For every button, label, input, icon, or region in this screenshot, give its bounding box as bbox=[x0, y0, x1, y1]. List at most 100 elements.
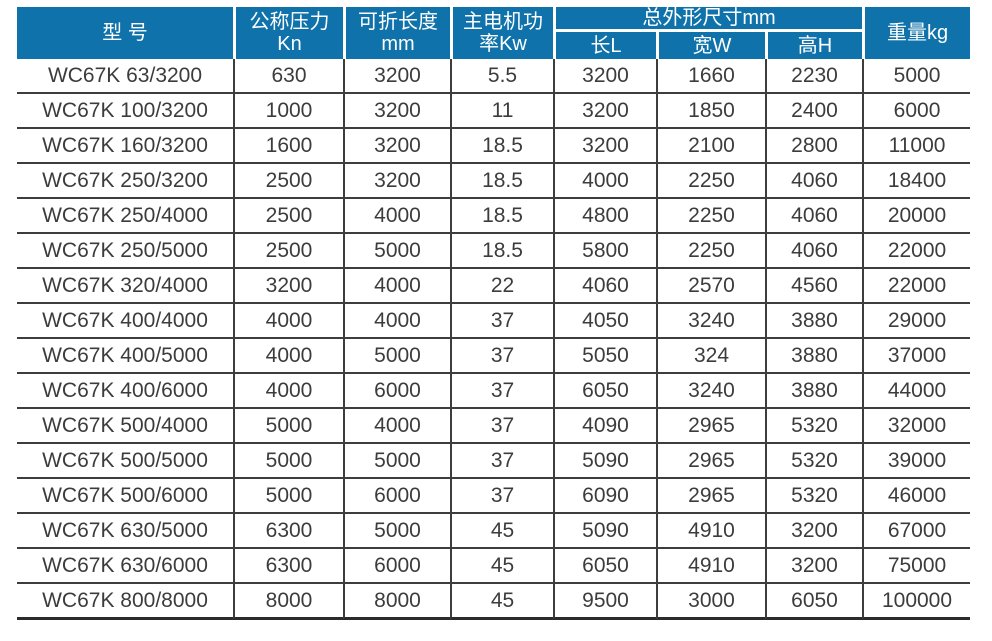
value-cell: 22 bbox=[450, 269, 553, 305]
value-cell: 5000 bbox=[233, 409, 343, 445]
value-cell: 4000 bbox=[343, 304, 450, 340]
col-header-dim-height: 高H bbox=[765, 32, 863, 60]
value-cell: 4000 bbox=[233, 339, 343, 375]
value-cell: 4560 bbox=[765, 269, 863, 305]
value-cell: 4000 bbox=[343, 199, 450, 235]
col-header-motor-power-line1: 主电机功 bbox=[463, 10, 543, 33]
value-cell: 22000 bbox=[862, 234, 971, 270]
value-cell: 18400 bbox=[862, 164, 971, 200]
value-cell: 3880 bbox=[765, 339, 863, 375]
model-cell: WC67K 400/6000 bbox=[17, 374, 233, 410]
value-cell: 5090 bbox=[553, 444, 656, 480]
value-cell: 2965 bbox=[656, 479, 765, 515]
value-cell: 37 bbox=[450, 409, 553, 445]
value-cell: 45 bbox=[450, 514, 553, 550]
value-cell: 3200 bbox=[343, 164, 450, 200]
value-cell: 1660 bbox=[656, 59, 765, 95]
model-cell: WC67K 250/3200 bbox=[17, 164, 233, 200]
model-cell: WC67K 500/6000 bbox=[17, 479, 233, 515]
value-cell: 3200 bbox=[343, 59, 450, 95]
value-cell: 32000 bbox=[862, 409, 971, 445]
value-cell: 5000 bbox=[233, 479, 343, 515]
table-row: WC67K 400/4000 4000 4000 37 4050 3240 3880 2900… bbox=[17, 304, 971, 340]
value-cell: 2100 bbox=[656, 129, 765, 165]
value-cell: 4050 bbox=[553, 304, 656, 340]
table-row: WC67K 400/6000 4000 6000 37 6050 3240 3880 4400… bbox=[17, 374, 971, 410]
table-row: WC67K 800/8000 8000 8000 45 9500 3000 6050 1000… bbox=[17, 584, 971, 621]
value-cell: 6000 bbox=[862, 94, 971, 130]
table-row: WC67K 500/5000 5000 5000 37 5090 2965 5320 3900… bbox=[17, 444, 971, 480]
col-header-pressure: 公称压力 Kn bbox=[233, 7, 343, 60]
value-cell: 4000 bbox=[343, 409, 450, 445]
value-cell: 3880 bbox=[765, 374, 863, 410]
model-cell: WC67K 100/3200 bbox=[17, 94, 233, 130]
value-cell: 5320 bbox=[765, 444, 863, 480]
value-cell: 6050 bbox=[553, 549, 656, 585]
value-cell: 630 bbox=[233, 59, 343, 95]
value-cell: 2500 bbox=[233, 164, 343, 200]
table-row: WC67K 63/3200 630 3200 5.5 3200 1660 2230 5000 bbox=[17, 59, 971, 95]
model-cell: WC67K 250/4000 bbox=[17, 199, 233, 235]
table-row: WC67K 100/3200 1000 3200 11 3200 1850 2400 6000 bbox=[17, 94, 971, 130]
value-cell: 4090 bbox=[553, 409, 656, 445]
value-cell: 6000 bbox=[343, 374, 450, 410]
value-cell: 6090 bbox=[553, 479, 656, 515]
col-header-pressure-line1: 公称压力 bbox=[249, 10, 330, 33]
value-cell: 324 bbox=[656, 339, 765, 375]
value-cell: 5000 bbox=[343, 234, 450, 270]
value-cell: 4060 bbox=[765, 234, 863, 270]
value-cell: 6050 bbox=[553, 374, 656, 410]
value-cell: 44000 bbox=[862, 374, 971, 410]
value-cell: 2500 bbox=[233, 234, 343, 270]
col-header-model-label: 型 号 bbox=[102, 22, 148, 44]
value-cell: 5000 bbox=[862, 59, 971, 95]
value-cell: 4910 bbox=[656, 514, 765, 550]
value-cell: 37000 bbox=[862, 339, 971, 375]
model-cell: WC67K 500/4000 bbox=[17, 409, 233, 445]
value-cell: 5000 bbox=[343, 339, 450, 375]
value-cell: 3200 bbox=[553, 59, 656, 95]
value-cell: 4910 bbox=[656, 549, 765, 585]
value-cell: 37 bbox=[450, 374, 553, 410]
value-cell: 45 bbox=[450, 584, 553, 621]
value-cell: 4800 bbox=[553, 199, 656, 235]
model-cell: WC67K 320/4000 bbox=[17, 269, 233, 305]
value-cell: 3880 bbox=[765, 304, 863, 340]
value-cell: 37 bbox=[450, 444, 553, 480]
value-cell: 45 bbox=[450, 549, 553, 585]
value-cell: 3200 bbox=[765, 549, 863, 585]
model-cell: WC67K 400/5000 bbox=[17, 339, 233, 375]
value-cell: 11 bbox=[450, 94, 553, 130]
value-cell: 2965 bbox=[656, 444, 765, 480]
value-cell: 37 bbox=[450, 479, 553, 515]
value-cell: 5090 bbox=[553, 514, 656, 550]
value-cell: 3000 bbox=[656, 584, 765, 621]
value-cell: 3200 bbox=[553, 129, 656, 165]
value-cell: 37 bbox=[450, 339, 553, 375]
model-cell: WC67K 250/5000 bbox=[17, 234, 233, 270]
value-cell: 46000 bbox=[862, 479, 971, 515]
value-cell: 8000 bbox=[343, 584, 450, 621]
value-cell: 37 bbox=[450, 304, 553, 340]
model-cell: WC67K 630/6000 bbox=[17, 549, 233, 585]
value-cell: 2570 bbox=[656, 269, 765, 305]
value-cell: 6050 bbox=[765, 584, 863, 621]
model-cell: WC67K 800/8000 bbox=[17, 584, 233, 621]
header-row-sub: 长L 宽W 高H bbox=[17, 32, 970, 60]
value-cell: 6300 bbox=[233, 549, 343, 585]
col-header-fold-length-line2: mm bbox=[381, 33, 415, 56]
value-cell: 22000 bbox=[862, 269, 971, 305]
table-row: WC67K 320/4000 3200 4000 22 4060 2570 4560 2200… bbox=[17, 269, 971, 305]
value-cell: 2250 bbox=[656, 164, 765, 200]
value-cell: 5320 bbox=[765, 409, 863, 445]
value-cell: 18.5 bbox=[450, 199, 553, 235]
value-cell: 29000 bbox=[862, 304, 971, 340]
col-header-motor-power: 主电机功 率Kw bbox=[450, 7, 553, 60]
value-cell: 1000 bbox=[233, 94, 343, 130]
value-cell: 4000 bbox=[233, 304, 343, 340]
value-cell: 2230 bbox=[765, 59, 863, 95]
value-cell: 2800 bbox=[765, 129, 863, 165]
spec-table: 型 号 公称压力 Kn 可折长度 mm 主电机功 率Kw 总外形尺寸mm 重量k… bbox=[17, 7, 971, 621]
value-cell: 4000 bbox=[233, 374, 343, 410]
value-cell: 4000 bbox=[553, 164, 656, 200]
